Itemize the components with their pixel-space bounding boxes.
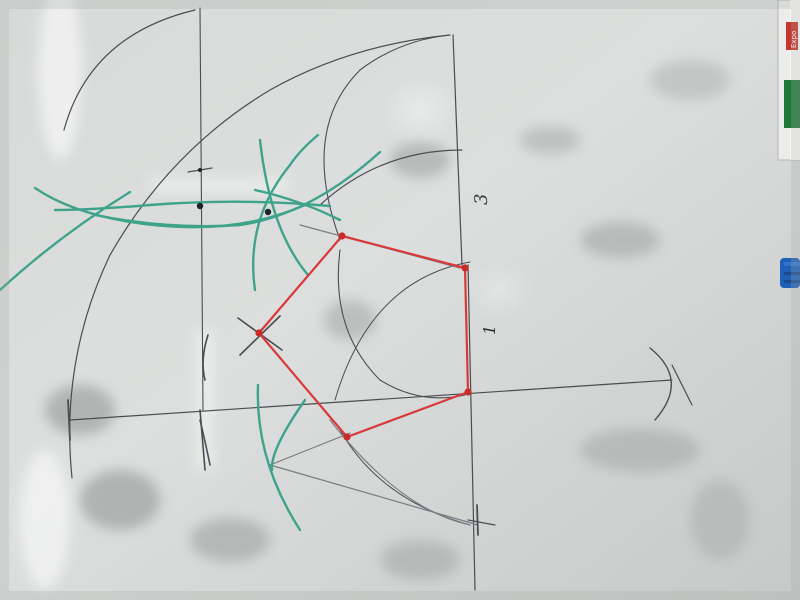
red-pentagon <box>255 232 472 441</box>
pentagon-vertex <box>464 388 472 396</box>
teal-compass-arcs <box>0 133 382 532</box>
pentagon-vertex <box>338 232 346 240</box>
annotation-3: 3 <box>471 194 492 205</box>
pentagon-vertex <box>461 264 469 272</box>
marker-brand-label: Expo <box>790 31 798 48</box>
whiteboard-marker-icon: Expo <box>777 0 800 161</box>
intersection-points <box>196 168 272 216</box>
pencil-construction-lines <box>63 7 693 591</box>
pentagon-vertex <box>343 433 351 441</box>
binder-clip-icon <box>780 258 800 288</box>
pentagon-vertex <box>255 329 263 337</box>
annotation-1: 1 <box>480 325 499 335</box>
